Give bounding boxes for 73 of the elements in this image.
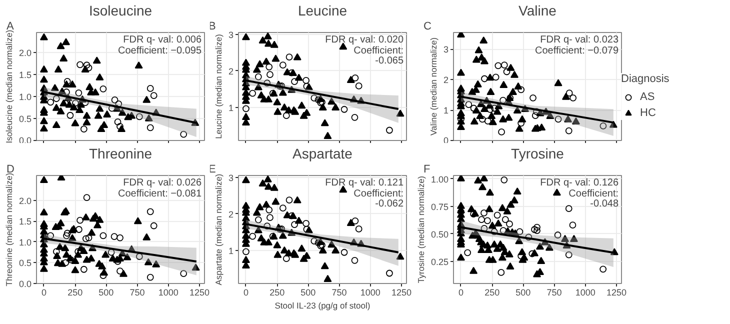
y-axis-title: Leucine (median normalize) — [213, 34, 224, 139]
annotation: FDR q- val: 0.121 — [325, 178, 404, 188]
x-tick-label: 0 — [243, 288, 248, 298]
y-tick-label: 0.0 — [18, 279, 32, 289]
x-tick-label: 250 — [270, 288, 285, 298]
y-tick-label: 1.5 — [18, 216, 32, 227]
annotation: Coefficient: — [354, 46, 404, 56]
annotation: -0.062 — [375, 198, 404, 210]
x-tick-label: 750 — [332, 288, 347, 298]
annotation: FDR q- val: 0.026 — [123, 178, 202, 188]
y-tick-label: 1.00 — [430, 174, 449, 184]
y-tick-label: 1 — [228, 246, 234, 256]
x-tick-label: 1250 — [606, 288, 627, 298]
y-tick-label: 1.5 — [18, 70, 32, 80]
text: C — [424, 20, 432, 32]
y-tick-label: 0.5 — [18, 258, 32, 268]
y-tick-label: 2 — [228, 209, 234, 220]
legend-label: HC — [640, 107, 657, 119]
y-tick-label: 2.0 — [18, 48, 32, 58]
annotation: FDR q- val: 0.006 — [123, 34, 202, 46]
x-tick-label: 0 — [458, 288, 464, 298]
x-tick-label: 750 — [546, 288, 562, 298]
y-tick-label: 1.0 — [18, 237, 32, 248]
y-tick-label: 0.75 — [430, 202, 449, 212]
text: F — [424, 164, 430, 176]
chart-title: Threonine — [88, 146, 152, 162]
y-tick-label: 1.0 — [18, 92, 32, 102]
x-tick-label: 1000 — [158, 288, 178, 298]
y-axis-title: Tyrosine (median normalize) — [416, 176, 426, 284]
y-tick-label: 3 — [228, 172, 234, 183]
x-tick-label: 1250 — [392, 288, 412, 298]
annotation: Coefficient: −0.081 — [118, 188, 202, 200]
y-tick-label: 3 — [228, 30, 234, 40]
y-axis-title: Aspartate (median normalize) — [213, 174, 224, 286]
annotation: Coefficient: −0.079 — [535, 46, 619, 56]
chart-title: Tyrosine — [511, 146, 564, 162]
legend-label: AS — [640, 91, 656, 103]
annotation: Coefficient: — [568, 188, 618, 200]
y-tick-label: 2.0 — [18, 196, 32, 206]
x-tick-label: 0 — [41, 288, 46, 298]
annotation: Coefficient: −0.095 — [118, 46, 202, 56]
y-axis-title: Threonine (median normalize) — [4, 172, 14, 286]
x-tick-label: 500 — [516, 288, 531, 298]
x-tick-label: 250 — [484, 288, 500, 298]
annotation: -0.065 — [375, 56, 404, 66]
y-tick-label: 0.50 — [430, 229, 449, 240]
y-tick-label: 1 — [228, 103, 234, 114]
chart-title: Isoleucine — [88, 2, 152, 18]
x-tick-label: 500 — [98, 288, 114, 298]
annotation: FDR q- val: 0.020 — [325, 34, 404, 46]
y-tick-label: 1 — [443, 106, 449, 116]
y-axis-title: Valine (median normalize) — [428, 37, 438, 136]
x-tick-label: 500 — [300, 288, 316, 298]
annotation: -0.048 — [590, 198, 619, 210]
y-tick-label: 2 — [443, 75, 449, 86]
y-tick-label: 0.5 — [18, 114, 32, 124]
y-tick-label: 2 — [228, 66, 234, 76]
x-tick-label: 1000 — [360, 288, 380, 298]
chart-title: Aspartate — [292, 146, 353, 162]
annotation: FDR q- val: 0.126 — [540, 178, 619, 188]
legend-title: Diagnosis — [621, 73, 670, 85]
annotation: FDR q- val: 0.023 — [540, 34, 619, 46]
x-tick-label: 1000 — [575, 288, 596, 298]
annotation: Coefficient: — [354, 188, 404, 200]
y-tick-label: 0.25 — [430, 256, 449, 267]
x-axis-title: Stool IL-23 (pg/g of stool) — [274, 300, 370, 310]
chart-title: Valine — [518, 2, 557, 18]
y-tick-label: 3 — [443, 44, 449, 55]
x-tick-label: 250 — [68, 288, 83, 298]
y-axis-title: Isoleucine (median normalize) — [4, 30, 14, 144]
x-tick-label: 750 — [130, 288, 145, 298]
chart-title: Leucine — [298, 2, 348, 18]
x-tick-label: 1250 — [190, 288, 210, 298]
